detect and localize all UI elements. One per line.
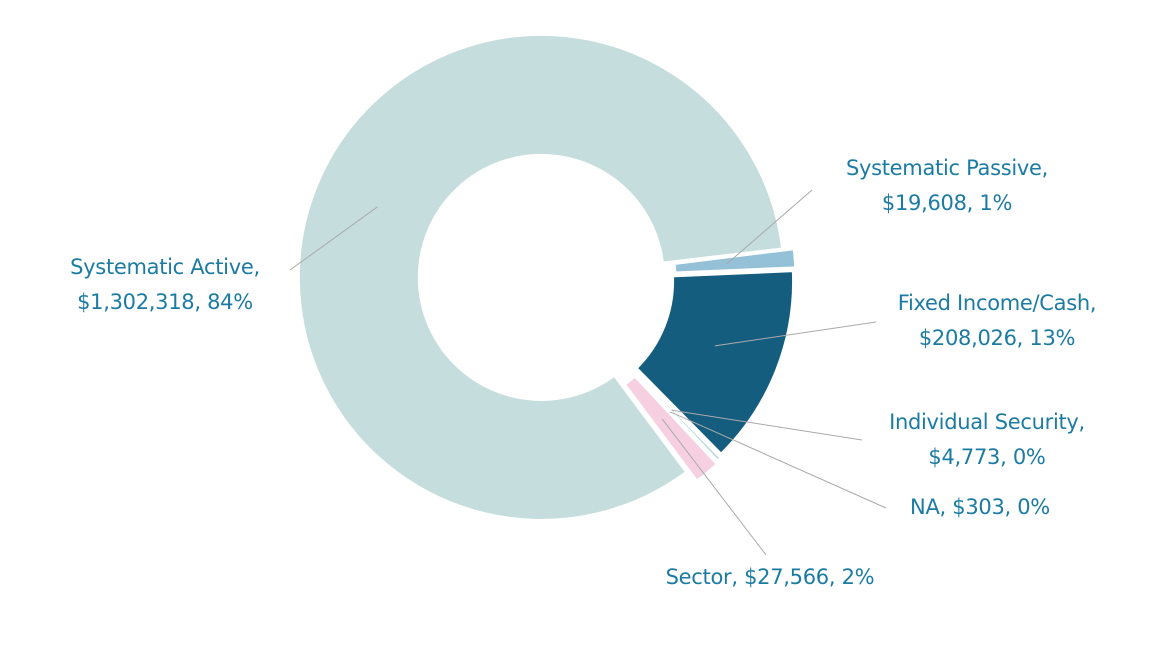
label-line-1: Systematic Passive,: [845, 156, 1049, 180]
label-systematic-active: Systematic Active, $1,302,318, 84%: [40, 250, 290, 320]
label-line-2: $4,773, 0%: [928, 445, 1046, 469]
slice-fixed-income-cash: [634, 269, 796, 457]
label-individual-security: Individual Security, $4,773, 0%: [862, 405, 1112, 475]
label-sector: Sector, $27,566, 2%: [630, 560, 910, 595]
label-line-1: Systematic Active,: [70, 255, 260, 279]
label-line-1: Sector, $27,566, 2%: [665, 565, 875, 589]
label-line-2: $1,302,318, 84%: [77, 290, 253, 314]
leader-line-systematic-active: [289, 206, 378, 271]
leader-line-fixed-income-cash: [714, 321, 877, 347]
leader-line-na: [669, 411, 887, 509]
leader-line-individual-security: [671, 409, 863, 441]
label-line-1: Individual Security,: [889, 410, 1085, 434]
slice-systematic-passive: [672, 247, 798, 275]
slice-systematic-active: [296, 32, 785, 522]
label-fixed-income: Fixed Income/Cash, $208,026, 13%: [872, 286, 1122, 356]
label-line-1: Fixed Income/Cash,: [897, 291, 1097, 315]
leader-line-sector: [661, 418, 767, 556]
label-line-2: $19,608, 1%: [881, 191, 1013, 215]
label-systematic-passive: Systematic Passive, $19,608, 1%: [822, 151, 1072, 221]
leader-line-systematic-passive: [726, 189, 813, 265]
label-line-1: NA, $303, 0%: [910, 495, 1050, 519]
label-line-2: $208,026, 13%: [918, 326, 1076, 350]
label-na: NA, $303, 0%: [880, 490, 1080, 525]
slice-sector: [622, 373, 720, 484]
